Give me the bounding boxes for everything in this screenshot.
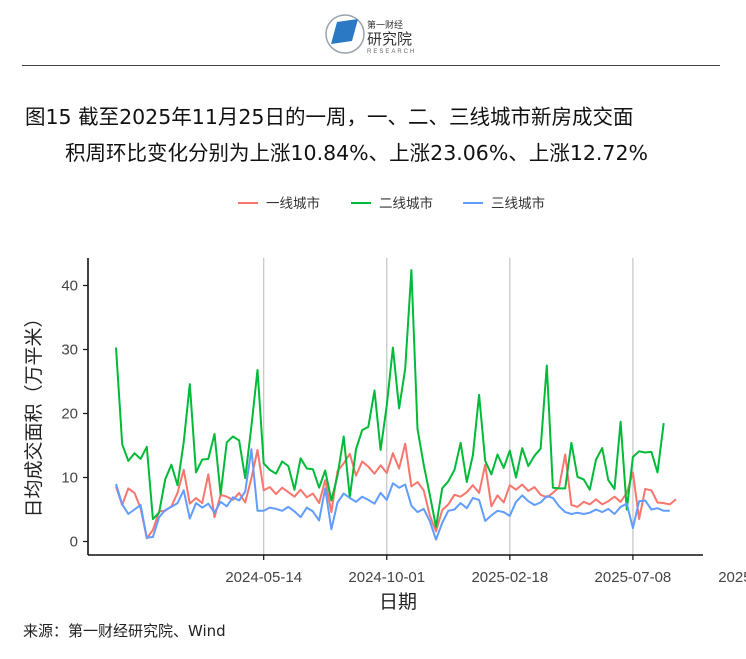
legend-label-1: 一线城市 [266, 195, 320, 211]
source-note: 来源：第一财经研究院、Wind [23, 622, 226, 640]
series-line-2 [115, 269, 665, 528]
logo-name-line3: RESEARCH [367, 49, 416, 55]
y-tick-label: 30 [61, 342, 78, 359]
legend-label-2: 二线城市 [379, 195, 433, 211]
x-axis-label: 日期 [379, 591, 417, 613]
x-tick-label: 2024-10-01 [348, 569, 425, 586]
title-line1: 图15 截至2025年11月25日的一周，一、二、三线城市新房成交面 [25, 105, 634, 129]
y-axis-label: 日均成交面积（万平米） [23, 308, 45, 517]
y-tick-label: 10 [61, 470, 78, 487]
y-tick-label: 20 [61, 406, 78, 423]
series-line-3 [115, 448, 670, 541]
logo: 第一财经 研究院 RESEARCH [325, 14, 416, 55]
logo-name-line1: 第一财经 [367, 19, 403, 30]
y-tick-label: 40 [61, 278, 78, 295]
title-line2: 积周环比变化分别为上涨10.84%、上涨23.06%、上涨12.72% [65, 141, 648, 165]
x-tick-label: 2025-07-08 [595, 569, 672, 586]
series-line-1 [115, 442, 677, 540]
chart-legend: 一线城市 二线城市 三线城市 [238, 195, 545, 211]
y-tick-label: 0 [70, 534, 78, 551]
series-lines [115, 269, 677, 541]
axes: 0 10 20 30 40 2024-05-14 2024-10-01 2025-02-18 2… [61, 258, 746, 586]
x-tick-label: 2025-11-25 [718, 569, 746, 586]
figure-title: 图15 截至2025年11月25日的一周，一、二、三线城市新房成交面 积周环比变… [25, 99, 725, 171]
legend-label-3: 三线城市 [491, 195, 545, 211]
x-tick-label: 2025-02-18 [471, 569, 548, 586]
logo-mark-icon [325, 14, 365, 54]
header-rule [22, 65, 720, 66]
logo-name-line2: 研究院 [367, 30, 412, 48]
x-tick-label: 2024-05-14 [225, 569, 302, 586]
